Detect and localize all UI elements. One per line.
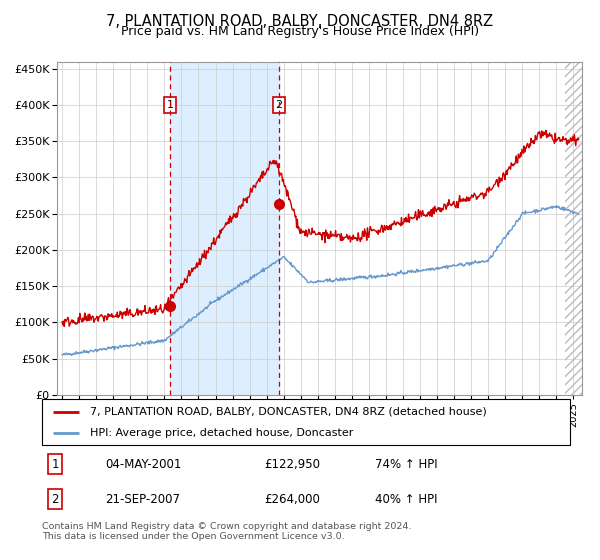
FancyBboxPatch shape: [42, 399, 570, 445]
Text: 7, PLANTATION ROAD, BALBY, DONCASTER, DN4 8RZ (detached house): 7, PLANTATION ROAD, BALBY, DONCASTER, DN…: [89, 407, 486, 417]
Text: 2: 2: [52, 493, 59, 506]
Text: £122,950: £122,950: [264, 458, 320, 470]
Text: 7, PLANTATION ROAD, BALBY, DONCASTER, DN4 8RZ: 7, PLANTATION ROAD, BALBY, DONCASTER, DN…: [106, 14, 494, 29]
Text: Contains HM Land Registry data © Crown copyright and database right 2024.
This d: Contains HM Land Registry data © Crown c…: [42, 522, 412, 542]
Text: £264,000: £264,000: [264, 493, 320, 506]
Text: HPI: Average price, detached house, Doncaster: HPI: Average price, detached house, Donc…: [89, 428, 353, 438]
Text: 1: 1: [167, 100, 173, 110]
Bar: [170, 62, 279, 395]
Text: 40% ↑ HPI: 40% ↑ HPI: [374, 493, 437, 506]
Text: 74% ↑ HPI: 74% ↑ HPI: [374, 458, 437, 470]
Text: Price paid vs. HM Land Registry's House Price Index (HPI): Price paid vs. HM Land Registry's House …: [121, 25, 479, 38]
Text: 21-SEP-2007: 21-SEP-2007: [106, 493, 181, 506]
Text: 1: 1: [52, 458, 59, 470]
Text: 2: 2: [275, 100, 283, 110]
Text: 04-MAY-2001: 04-MAY-2001: [106, 458, 182, 470]
Bar: [565, 62, 582, 395]
